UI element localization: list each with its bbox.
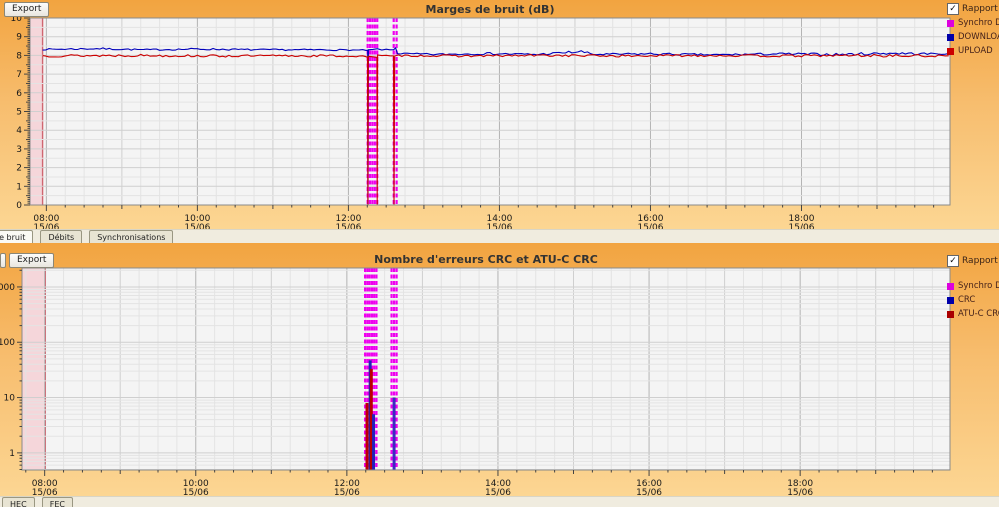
crc-errors-title: Nombre d'erreurs CRC et ATU-C CRC	[374, 253, 598, 266]
legend-item-crc: CRC	[947, 295, 999, 305]
export-button-bottom[interactable]: Export	[9, 253, 55, 268]
svg-text:15/06: 15/06	[334, 488, 360, 496]
svg-text:15/06: 15/06	[787, 488, 813, 496]
svg-text:15/06: 15/06	[636, 488, 662, 496]
svg-text:3: 3	[16, 145, 22, 155]
svg-text:4: 4	[16, 126, 22, 136]
svg-text:10:00: 10:00	[183, 479, 209, 489]
svg-text:08:00: 08:00	[33, 214, 59, 224]
svg-text:15/06: 15/06	[789, 223, 815, 229]
rapport-checkbox-top[interactable]: ✓ Rapport	[947, 3, 998, 15]
svg-text:15/06: 15/06	[184, 223, 210, 229]
legend-label: CRC	[958, 295, 976, 305]
checkbox-checked-icon: ✓	[947, 3, 959, 15]
svg-text:100: 100	[0, 338, 15, 348]
tab-synchronisations[interactable]: Synchronisations	[89, 230, 174, 243]
download-swatch-icon	[947, 33, 954, 41]
crc-errors-chart[interactable]: 08:0015/0610:0015/0612:0015/0614:0015/06…	[0, 243, 999, 496]
cut-button[interactable]	[0, 253, 6, 268]
svg-text:1: 1	[16, 182, 22, 192]
svg-text:10: 10	[4, 394, 16, 404]
svg-text:15/06: 15/06	[486, 223, 512, 229]
tab-fec[interactable]: FEC	[41, 497, 73, 507]
crc-errors-panel: 08:00 15/06 10:00 15/06 12:00 15/06 14:00 15/06…	[0, 243, 999, 496]
svg-text:7: 7	[16, 70, 22, 80]
svg-text:9: 9	[16, 33, 22, 43]
legend-item-atuc-crc: ATU-C CRC	[947, 309, 999, 319]
legend-label: Synchro DSL	[958, 281, 999, 291]
noise-margin-title: Marges de bruit (dB)	[425, 3, 555, 16]
svg-text:16:00: 16:00	[637, 214, 663, 224]
noise-margin-legend: Synchro DSL DOWNLOAD UPLOAD	[947, 18, 999, 56]
noise-margin-chart[interactable]: 08:0015/0610:0015/0612:0015/0614:0015/06…	[0, 0, 999, 229]
svg-text:08:00: 08:00	[32, 479, 58, 489]
svg-text:10:00: 10:00	[184, 214, 210, 224]
svg-text:12:00: 12:00	[335, 214, 361, 224]
legend-label: UPLOAD	[958, 46, 993, 56]
rapport-label: Rapport	[962, 4, 998, 14]
svg-text:8: 8	[16, 51, 22, 61]
svg-text:15/06: 15/06	[32, 488, 58, 496]
svg-text:18:00: 18:00	[787, 479, 813, 489]
svg-text:15/06: 15/06	[637, 223, 663, 229]
chart-tabstrip: de bruit Débits Synchronisations	[0, 229, 999, 244]
legend-item-upload: UPLOAD	[947, 46, 999, 56]
rapport-checkbox-bottom[interactable]: ✓ Rapport	[947, 255, 998, 267]
crc-swatch-icon	[947, 296, 954, 304]
legend-item-synchro-dsl: Synchro DSL	[947, 18, 999, 28]
svg-text:15/06: 15/06	[335, 223, 361, 229]
rapport-label: Rapport	[962, 256, 998, 266]
svg-text:14:00: 14:00	[486, 214, 512, 224]
checkbox-checked-icon: ✓	[947, 255, 959, 267]
svg-text:15/06: 15/06	[183, 488, 209, 496]
upload-swatch-icon	[947, 47, 954, 55]
legend-label: Synchro DSL	[958, 18, 999, 28]
atuc-crc-swatch-icon	[947, 310, 954, 318]
tab-marges-de-bruit[interactable]: de bruit	[0, 230, 34, 243]
synchro-dsl-swatch-icon	[947, 282, 954, 290]
synchro-dsl-swatch-icon	[947, 19, 954, 27]
svg-text:2: 2	[16, 164, 22, 174]
tab-hec[interactable]: HEC	[2, 497, 35, 507]
svg-text:5: 5	[16, 108, 22, 118]
svg-text:14:00: 14:00	[485, 479, 511, 489]
svg-text:18:00: 18:00	[789, 214, 815, 224]
svg-text:16:00: 16:00	[636, 479, 662, 489]
crc-errors-legend: Synchro DSL CRC ATU-C CRC	[947, 281, 999, 319]
legend-label: ATU-C CRC	[958, 309, 999, 319]
tab-debits[interactable]: Débits	[40, 230, 83, 243]
svg-text:15/06: 15/06	[33, 223, 59, 229]
svg-text:0: 0	[16, 201, 22, 211]
svg-text:12:00: 12:00	[334, 479, 360, 489]
svg-text:10: 10	[11, 14, 23, 24]
export-button-top[interactable]: Export	[4, 2, 50, 17]
legend-item-download: DOWNLOAD	[947, 32, 999, 42]
legend-label: DOWNLOAD	[958, 32, 999, 42]
svg-text:15/06: 15/06	[485, 488, 511, 496]
legend-item-synchro-dsl: Synchro DSL	[947, 281, 999, 291]
svg-text:1: 1	[9, 449, 15, 459]
svg-text:6: 6	[16, 89, 22, 99]
error-type-tabstrip: HEC FEC	[0, 496, 999, 507]
noise-margin-panel: 08:00 15/06 10:00 15/06 12:00 15/06 14:00 15/06…	[0, 0, 999, 229]
